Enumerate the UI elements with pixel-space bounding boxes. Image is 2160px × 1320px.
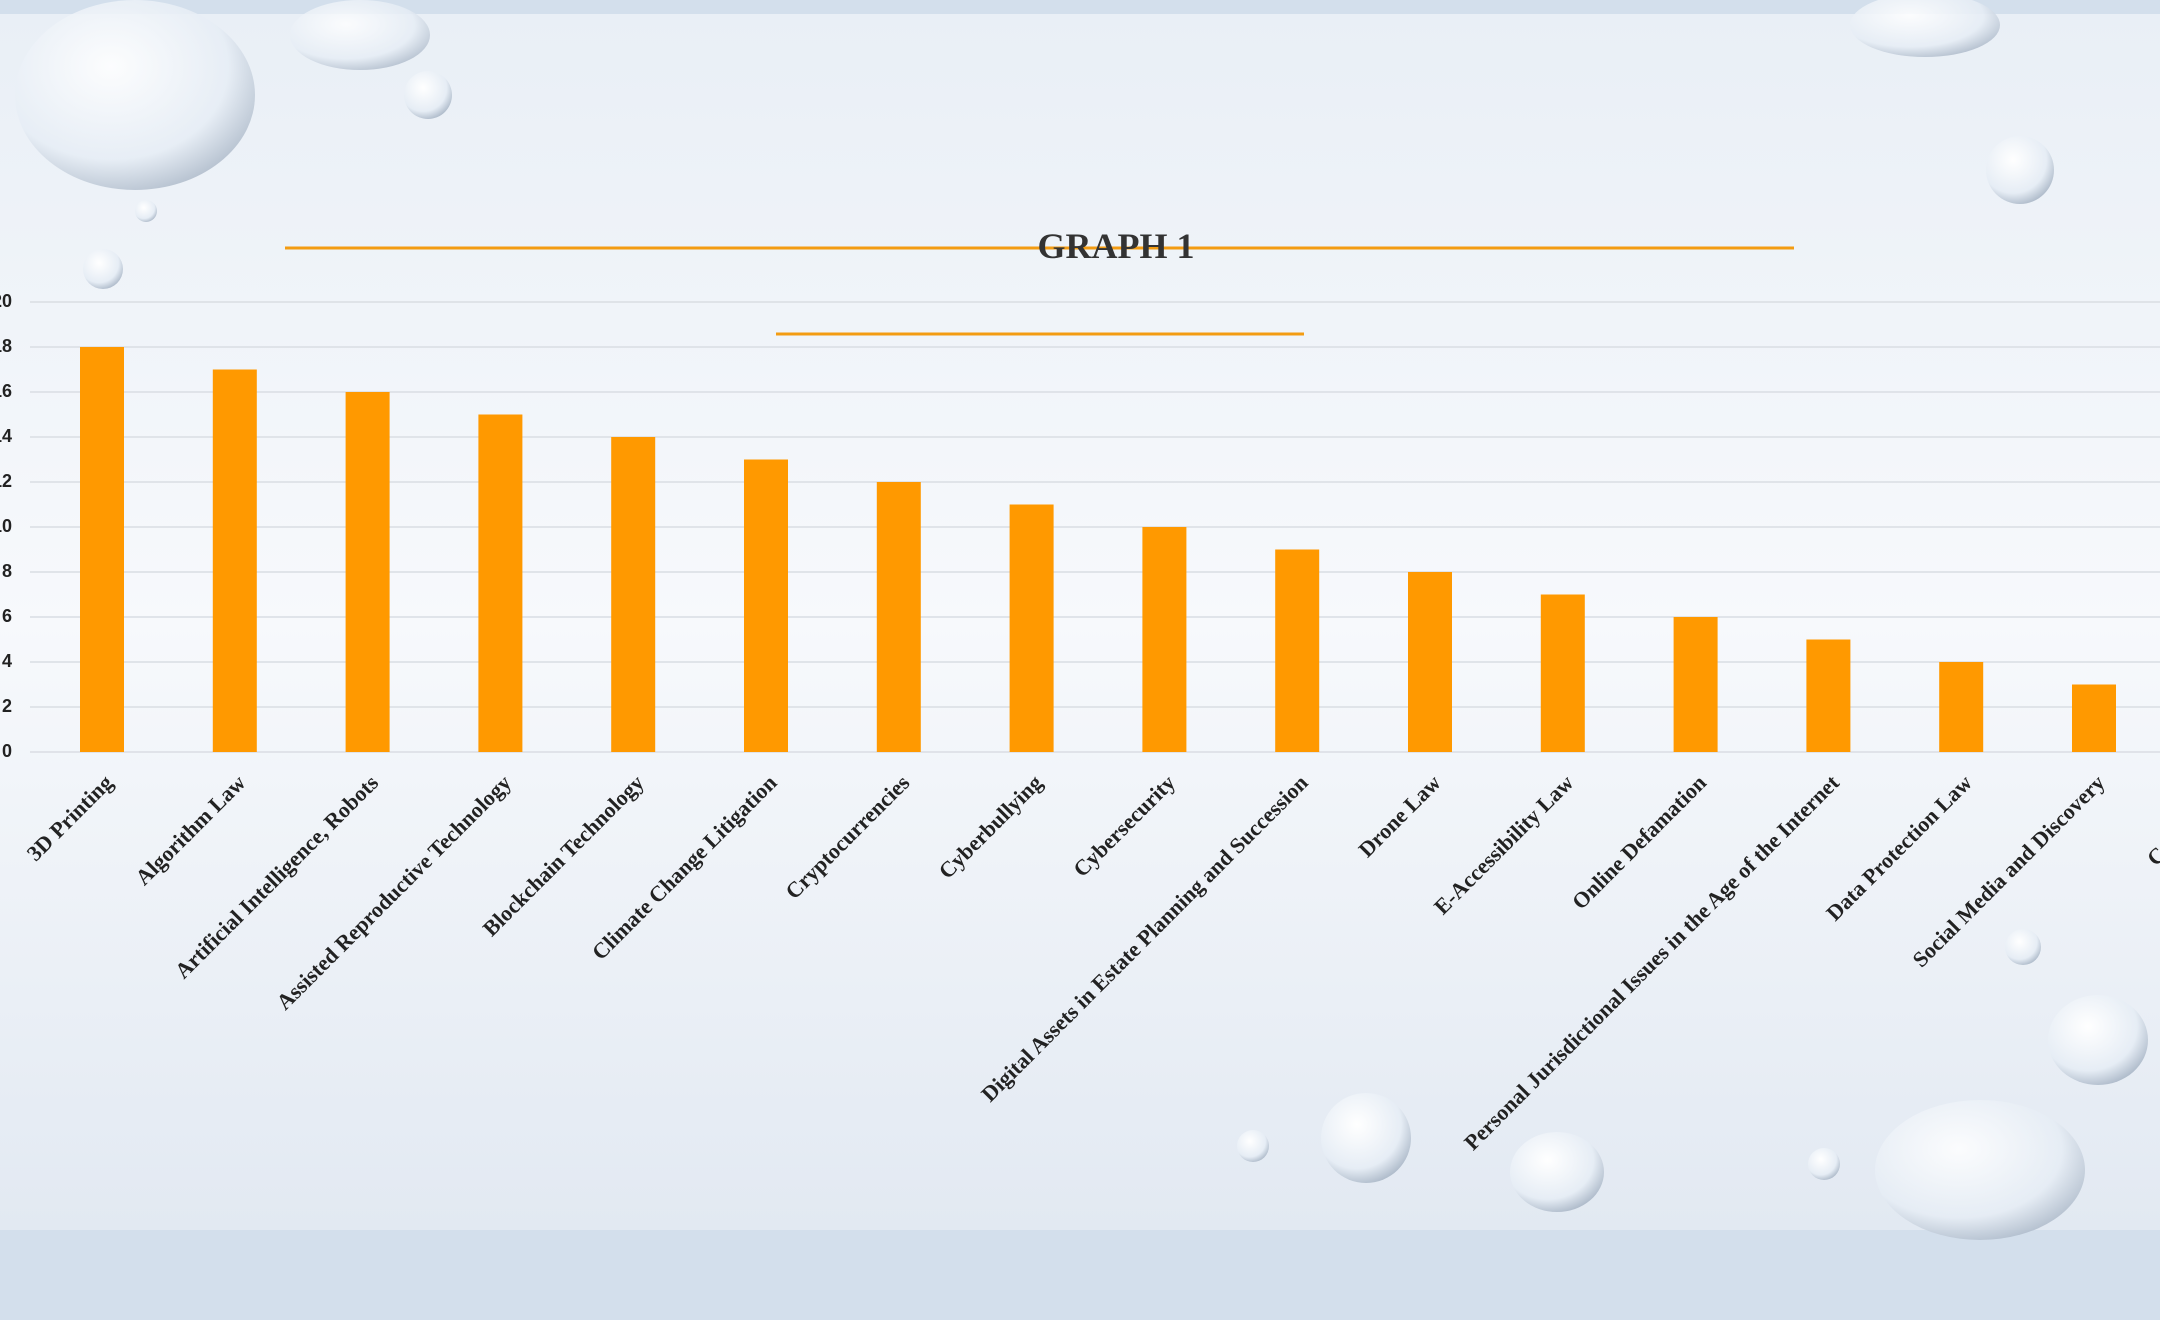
bar <box>1673 617 1718 752</box>
y-tick-label: 16 <box>0 381 12 401</box>
bar <box>611 437 656 752</box>
bar <box>212 369 257 752</box>
y-tick-label: 20 <box>0 291 12 311</box>
y-tick-label: 4 <box>2 651 12 671</box>
bar <box>1939 662 1984 752</box>
bar <box>1009 504 1054 752</box>
bar <box>876 482 921 752</box>
bar <box>80 347 124 752</box>
y-tick-label: 0 <box>2 741 12 761</box>
bar <box>744 459 788 752</box>
bar <box>1142 527 1187 752</box>
bar <box>345 392 390 752</box>
y-tick-label: 6 <box>2 606 12 626</box>
y-tick-label: 8 <box>2 561 12 581</box>
bar <box>2072 684 2116 752</box>
bar <box>1408 572 1452 752</box>
y-tick-label: 14 <box>0 426 12 446</box>
bar <box>1540 594 1585 752</box>
y-tick-label: 18 <box>0 336 12 356</box>
chart-title: GRAPH 1 <box>1038 226 1195 266</box>
bar <box>1275 549 1320 752</box>
slide-surface <box>0 14 2160 1230</box>
y-tick-label: 12 <box>0 471 12 491</box>
droplets <box>15 0 2148 1240</box>
y-tick-label: 2 <box>2 696 12 716</box>
y-tick-label: 10 <box>0 516 12 536</box>
bar <box>1806 639 1851 752</box>
bar <box>478 414 523 752</box>
